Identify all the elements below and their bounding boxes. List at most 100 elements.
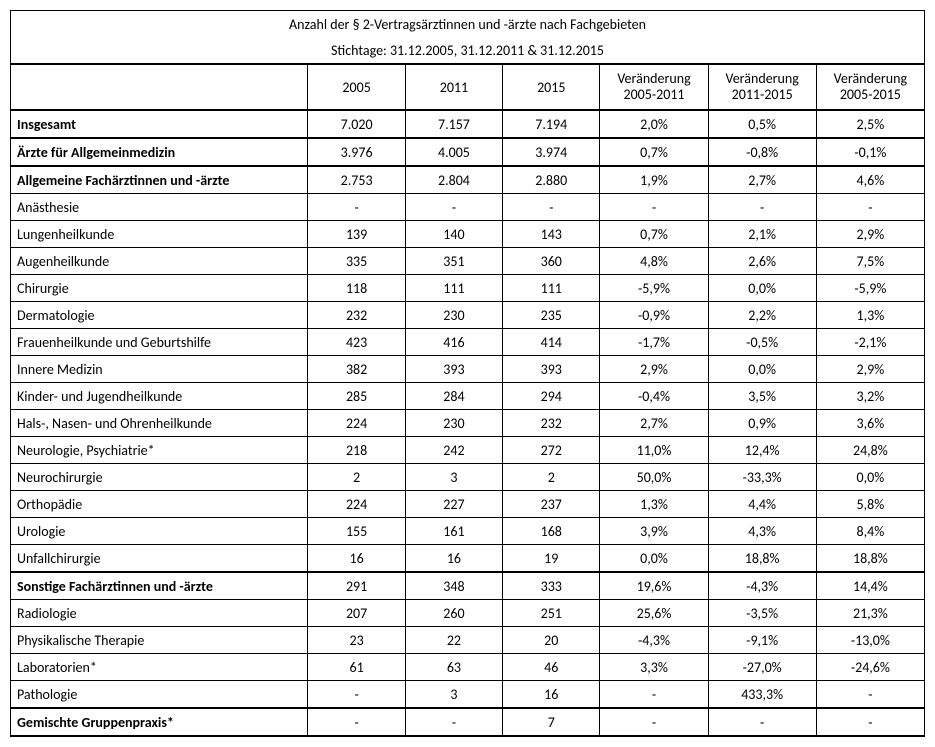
- table-row: Gemischte Gruppenpraxis*--7---: [11, 708, 925, 736]
- table-row: Augenheilkunde3353513604,8%2,6%7,5%: [11, 248, 925, 275]
- row-value: -2,1%: [816, 329, 924, 356]
- row-value: 0,0%: [816, 464, 924, 491]
- row-value: 335: [308, 248, 405, 275]
- row-label: Pathologie: [11, 681, 308, 709]
- row-value: -4,3%: [600, 627, 708, 654]
- row-value: 18,8%: [708, 545, 816, 573]
- table-row: Anästhesie------: [11, 194, 925, 221]
- row-label: Lungenheilkunde: [11, 221, 308, 248]
- row-value: 2,0%: [600, 110, 708, 138]
- row-value: 7.020: [308, 110, 405, 138]
- row-value: 218: [308, 437, 405, 464]
- table-row: Hals-, Nasen- und Ohrenheilkunde22423023…: [11, 410, 925, 437]
- row-value: -: [308, 194, 405, 221]
- row-value: 3.974: [503, 138, 600, 166]
- row-value: -1,7%: [600, 329, 708, 356]
- header-change-0511: Veränderung2005-2011: [600, 64, 708, 110]
- row-value: 111: [405, 275, 502, 302]
- row-value: 0,0%: [600, 545, 708, 573]
- row-value: 8,4%: [816, 518, 924, 545]
- row-value: 242: [405, 437, 502, 464]
- row-value: 207: [308, 600, 405, 627]
- row-value: 4,4%: [708, 491, 816, 518]
- header-change-1115: Veränderung2011-2015: [708, 64, 816, 110]
- row-value: -9,1%: [708, 627, 816, 654]
- row-value: 360: [503, 248, 600, 275]
- row-value: 3,5%: [708, 383, 816, 410]
- header-2005: 2005: [308, 64, 405, 110]
- row-value: 7.194: [503, 110, 600, 138]
- table-row: Physikalische Therapie232220-4,3%-9,1%-1…: [11, 627, 925, 654]
- row-label: Frauenheilkunde und Geburtshilfe: [11, 329, 308, 356]
- row-value: 50,0%: [600, 464, 708, 491]
- row-value: 2,7%: [600, 410, 708, 437]
- row-value: 393: [503, 356, 600, 383]
- row-value: 14,4%: [816, 572, 924, 600]
- row-value: 168: [503, 518, 600, 545]
- row-value: 291: [308, 572, 405, 600]
- table-row: Allgemeine Fachärztinnen und -ärzte2.753…: [11, 166, 925, 194]
- row-value: 0,9%: [708, 410, 816, 437]
- table-row: Radiologie20726025125,6%-3,5%21,3%: [11, 600, 925, 627]
- row-value: 23: [308, 627, 405, 654]
- row-value: -5,9%: [816, 275, 924, 302]
- row-label: Augenheilkunde: [11, 248, 308, 275]
- row-value: 272: [503, 437, 600, 464]
- row-value: 18,8%: [816, 545, 924, 573]
- row-value: -0,8%: [708, 138, 816, 166]
- row-value: 1,3%: [816, 302, 924, 329]
- row-value: 4,6%: [816, 166, 924, 194]
- table-row: Sonstige Fachärztinnen und -ärzte2913483…: [11, 572, 925, 600]
- row-value: -4,3%: [708, 572, 816, 600]
- row-value: 140: [405, 221, 502, 248]
- row-value: 2: [308, 464, 405, 491]
- row-value: 61: [308, 654, 405, 681]
- table-body: Insgesamt7.0207.1577.1942,0%0,5%2,5%Ärzt…: [11, 110, 925, 736]
- row-value: 143: [503, 221, 600, 248]
- row-label: Laboratorien*: [11, 654, 308, 681]
- row-value: -: [708, 194, 816, 221]
- row-value: 19: [503, 545, 600, 573]
- row-label: Orthopädie: [11, 491, 308, 518]
- table-row: Innere Medizin3823933932,9%0,0%2,9%: [11, 356, 925, 383]
- row-value: -27,0%: [708, 654, 816, 681]
- row-value: -: [308, 708, 405, 736]
- row-label: Physikalische Therapie: [11, 627, 308, 654]
- row-value: 7,5%: [816, 248, 924, 275]
- row-value: 2: [503, 464, 600, 491]
- row-value: 232: [503, 410, 600, 437]
- row-value: 3,2%: [816, 383, 924, 410]
- row-value: 237: [503, 491, 600, 518]
- row-label: Sonstige Fachärztinnen und -ärzte: [11, 572, 308, 600]
- row-value: 224: [308, 410, 405, 437]
- title-row: Anzahl der § 2-Vertragsärztinnen und -är…: [11, 11, 925, 38]
- row-value: 351: [405, 248, 502, 275]
- row-value: -0,4%: [600, 383, 708, 410]
- table-row: Urologie1551611683,9%4,3%8,4%: [11, 518, 925, 545]
- row-value: 20: [503, 627, 600, 654]
- row-value: 0,0%: [708, 356, 816, 383]
- row-value: 2.880: [503, 166, 600, 194]
- row-value: 285: [308, 383, 405, 410]
- row-value: -: [600, 708, 708, 736]
- row-value: -: [816, 681, 924, 709]
- row-value: 16: [405, 545, 502, 573]
- row-label: Hals-, Nasen- und Ohrenheilkunde: [11, 410, 308, 437]
- row-value: 11,0%: [600, 437, 708, 464]
- row-value: -: [405, 708, 502, 736]
- row-value: -: [600, 194, 708, 221]
- row-value: -3,5%: [708, 600, 816, 627]
- row-value: 2,1%: [708, 221, 816, 248]
- row-value: 25,6%: [600, 600, 708, 627]
- row-value: 22: [405, 627, 502, 654]
- row-value: -0,9%: [600, 302, 708, 329]
- row-value: -0,1%: [816, 138, 924, 166]
- table-row: Unfallchirurgie1616190,0%18,8%18,8%: [11, 545, 925, 573]
- row-value: 2.804: [405, 166, 502, 194]
- row-value: 2,9%: [816, 221, 924, 248]
- row-value: 224: [308, 491, 405, 518]
- row-value: 382: [308, 356, 405, 383]
- row-value: -0,5%: [708, 329, 816, 356]
- row-label: Neurochirurgie: [11, 464, 308, 491]
- row-value: 414: [503, 329, 600, 356]
